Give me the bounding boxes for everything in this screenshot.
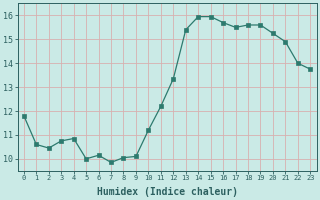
X-axis label: Humidex (Indice chaleur): Humidex (Indice chaleur) [97, 186, 237, 197]
